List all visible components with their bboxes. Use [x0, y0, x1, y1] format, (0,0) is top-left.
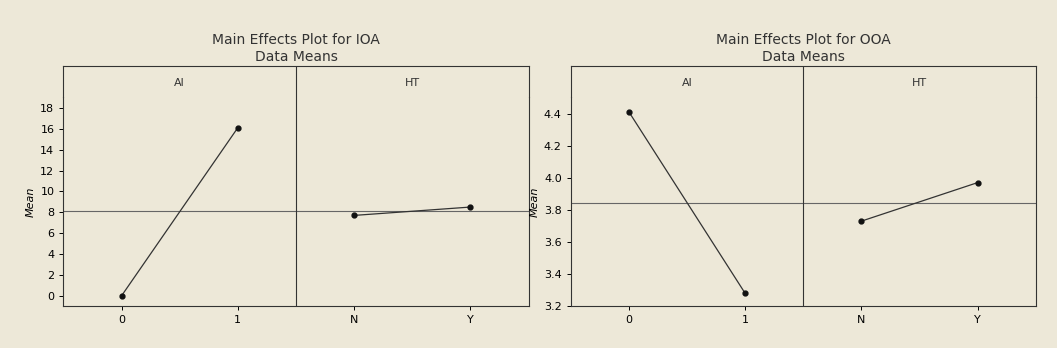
Text: Al: Al	[174, 78, 185, 88]
Title: Main Effects Plot for IOA
Data Means: Main Effects Plot for IOA Data Means	[212, 33, 379, 64]
Y-axis label: Mean: Mean	[530, 187, 540, 217]
Text: Al: Al	[682, 78, 692, 88]
Y-axis label: Mean: Mean	[26, 187, 36, 217]
Title: Main Effects Plot for OOA
Data Means: Main Effects Plot for OOA Data Means	[716, 33, 891, 64]
Text: HT: HT	[912, 78, 927, 88]
Text: HT: HT	[405, 78, 420, 88]
